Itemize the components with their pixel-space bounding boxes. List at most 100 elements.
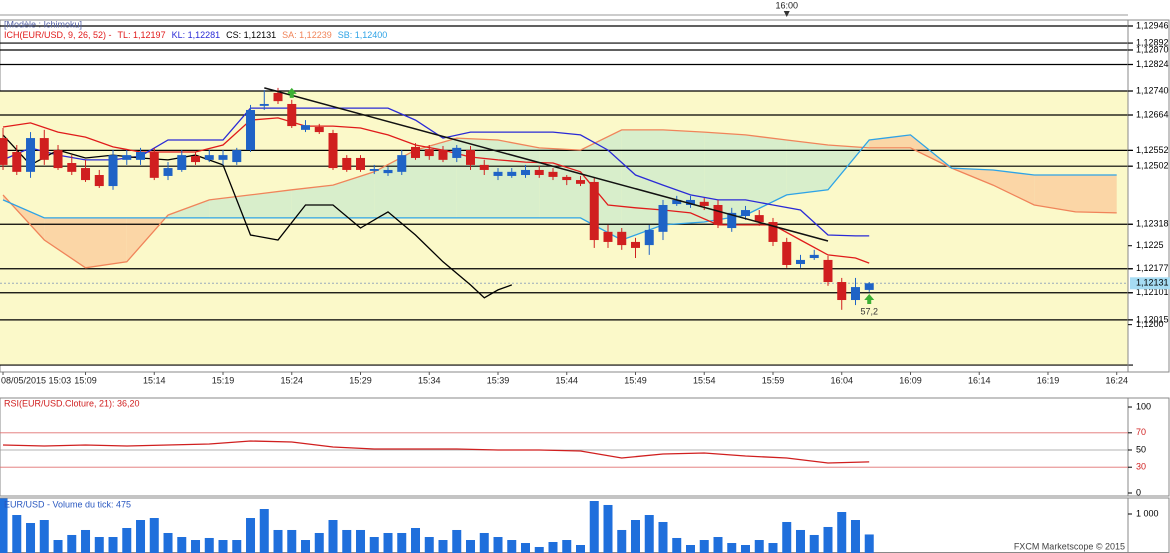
candle-body (589, 181, 599, 241)
y-tick-label: 1,12740 (1136, 85, 1169, 95)
candle-body (67, 163, 77, 172)
cloud (250, 189, 292, 218)
cloud (209, 194, 251, 218)
cloud (333, 171, 375, 218)
cloud (291, 185, 333, 218)
volume-bar (795, 529, 805, 553)
candle-body (699, 201, 709, 206)
volume-bar (328, 520, 338, 553)
cloud (1034, 175, 1076, 212)
candle-body (383, 169, 393, 174)
candle-body (397, 155, 407, 172)
candle-body (672, 199, 682, 205)
x-tick-label: 15:54 (693, 375, 716, 385)
volume-bar (575, 545, 585, 553)
volume-bar (727, 543, 737, 553)
x-tick-label: 15:09 (74, 375, 97, 385)
volume-bar (644, 515, 654, 553)
volume-bar (617, 529, 627, 553)
volume-bar (630, 520, 640, 553)
candle-body (658, 204, 668, 232)
cloud (993, 170, 1035, 205)
volume-bar (342, 529, 352, 553)
volume-axis (1127, 497, 1170, 553)
volume-bar (685, 545, 695, 553)
volume-bar (397, 532, 407, 553)
legend-prefix: ICH(EUR/USD, 9, 26, 52) - (4, 30, 112, 40)
y-tick-label: 1,12824 (1136, 59, 1169, 69)
trendline (264, 87, 829, 242)
candle-body (177, 155, 187, 170)
candle-body (507, 171, 517, 176)
y-tick-label: 1,12318 (1136, 219, 1169, 229)
x-tick-label: 15:34 (418, 375, 441, 385)
volume-bar (658, 521, 668, 553)
legend-entry: SA: 1,12239 (282, 30, 332, 40)
x-tick-label: 15:44 (555, 375, 578, 385)
volume-bar (411, 527, 421, 553)
volume-bar (369, 537, 379, 553)
candle-body (12, 151, 22, 172)
x-tick-label: 16:14 (968, 375, 991, 385)
volume-bar (218, 540, 228, 553)
volume-bar (12, 515, 22, 553)
rsi-axis (1127, 397, 1170, 497)
candle-body (149, 151, 159, 178)
candle-body (218, 155, 228, 160)
y-tick-label: 1,12946 (1136, 20, 1169, 30)
y-tick-label: 1,12177 (1136, 263, 1169, 273)
y-tick-label: 1,12892 (1136, 37, 1169, 47)
indicator-line (2, 134, 513, 299)
volume-bar (26, 523, 36, 553)
x-tick-label: 16:24 (1105, 375, 1128, 385)
volume-bar (314, 532, 324, 553)
volume-bar (493, 537, 503, 553)
y-tick-label: 100 (1136, 401, 1151, 411)
volume-bar (67, 534, 77, 553)
candle-body (603, 231, 613, 242)
candle-body (630, 241, 640, 248)
candle-body (754, 215, 764, 223)
candle-body (575, 180, 585, 184)
candle-body (314, 127, 324, 133)
price-axis (1127, 19, 1170, 373)
candle-body (287, 103, 297, 127)
candle-body (644, 229, 654, 246)
cloud (745, 134, 787, 216)
cloud (168, 199, 210, 218)
candle-body (617, 231, 627, 246)
volume-bar (740, 545, 750, 553)
candle-body (424, 149, 434, 157)
candle-body (204, 155, 214, 160)
candle-body (493, 171, 503, 176)
volume-bar (287, 529, 297, 553)
x-tick-label: 15:39 (487, 375, 510, 385)
y-tick-label: 70 (1136, 427, 1146, 437)
volume-title: EUR/USD - Volume du tick: 475 (4, 499, 131, 509)
y-tick-label: 30 (1136, 462, 1146, 472)
zone (0, 91, 1128, 366)
volume-bar (39, 520, 49, 553)
volume-bar (837, 512, 847, 553)
y-tick-label: 1,1225 (1136, 240, 1164, 250)
volume-bar (149, 518, 159, 553)
legend: ICH(EUR/USD, 9, 26, 52) - TL: 1,12197 KL: … (4, 30, 387, 40)
candle-body (328, 133, 338, 169)
signal-arrow (286, 87, 297, 98)
y-tick-label: 1,12015 (1136, 314, 1169, 324)
candle-body (301, 125, 311, 130)
candle-body (452, 147, 462, 158)
time-marker (783, 11, 790, 17)
chart-title: [Modèle : Ichimoku] (4, 19, 82, 29)
rsi-bg (0, 397, 1129, 497)
y-tick-label: 1,12664 (1136, 109, 1169, 119)
y-tick-label: 0 (1136, 487, 1141, 497)
volume-bar (53, 540, 63, 553)
y-tick-label: 1,12502 (1136, 161, 1169, 171)
legend-entry: KL: 1,12281 (172, 30, 221, 40)
candle-body (273, 92, 283, 102)
volume-bar (479, 532, 489, 553)
volume-bar (850, 520, 860, 553)
